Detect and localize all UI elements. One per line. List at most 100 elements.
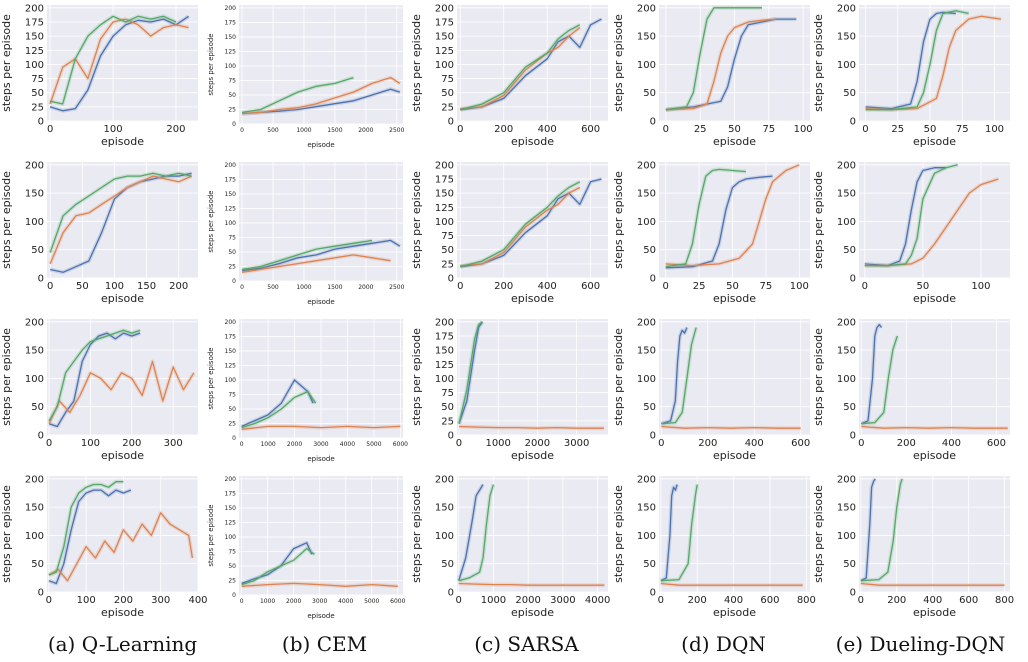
y-tick-label: 75 (228, 548, 236, 555)
x-tick-label: 1500 (327, 284, 342, 291)
chart-svg: 0 50 100 150 200 0 200 400 600 episode steps per e… (812, 317, 1010, 462)
y-tick-label: 50 (843, 559, 856, 570)
x-axis-label: episode (101, 449, 144, 462)
y-tick-label: 150 (837, 503, 856, 514)
y-tick-label: 50 (843, 88, 856, 99)
x-tick-label: 200 (122, 438, 141, 449)
x-tick-label: 400 (745, 438, 764, 449)
y-tick-label: 0 (38, 117, 44, 128)
y-tick-label: 150 (637, 189, 656, 200)
y-tick-label: 200 (837, 160, 856, 171)
x-tick-label: 100 (77, 595, 96, 606)
chart-panel-r3-c1: 0 50 100 150 200 0 100 200 300 episode steps per e… (0, 314, 205, 469)
x-tick-label: 400 (724, 595, 743, 606)
series-green-line (661, 327, 697, 425)
series-orange-line (661, 425, 801, 429)
y-tick-label: 75 (441, 388, 454, 399)
y-tick-label: 100 (25, 531, 44, 542)
series-green-line (865, 10, 969, 111)
y-tick-label: 175 (25, 17, 44, 28)
x-tick-label: 0 (47, 124, 53, 135)
x-tick-label: 25 (694, 124, 707, 135)
y-tick-label: 150 (225, 191, 237, 198)
y-tick-label: 200 (435, 3, 454, 14)
y-tick-label: 150 (837, 346, 856, 357)
y-tick-label: 125 (435, 203, 454, 214)
y-tick-label: 150 (837, 32, 856, 43)
caption-q-learning: (a) Q-Learning (47, 632, 198, 656)
x-tick-label: 200 (688, 595, 707, 606)
chart-svg: 0 50 100 150 200 0 25 50 75 100 episode steps per e… (612, 3, 813, 148)
y-axis-label: steps per episode (612, 171, 625, 269)
x-tick-label: 1500 (327, 127, 342, 134)
x-axis-label: episode (713, 292, 756, 305)
y-axis-label: steps per episode (0, 171, 13, 269)
plot-background (659, 162, 810, 278)
x-tick-label: 50 (917, 281, 930, 292)
y-tick-label: 50 (643, 559, 656, 570)
y-tick-label: 25 (441, 259, 454, 270)
x-tick-label: 6000 (393, 441, 408, 448)
y-tick-label: 0 (850, 431, 856, 442)
y-tick-label: 50 (843, 402, 856, 413)
plot-background (239, 5, 403, 124)
x-tick-label: 0 (662, 281, 668, 292)
series-blue-line (458, 484, 484, 581)
x-tick-label: 0 (240, 598, 244, 605)
x-tick-label: 500 (267, 284, 279, 291)
x-axis-label: episode (101, 606, 144, 619)
y-axis-label: steps per episode (812, 328, 825, 426)
x-tick-label: 300 (164, 438, 183, 449)
series-orange-line (865, 15, 1002, 111)
series-orange-line (241, 425, 401, 430)
x-axis-label: episode (511, 606, 554, 619)
x-tick-label: 3000 (313, 441, 328, 448)
series-green-line (241, 76, 354, 114)
x-tick-label: 0 (240, 127, 244, 134)
y-tick-label: 200 (637, 474, 656, 485)
y-tick-label: 0 (232, 435, 236, 442)
series-orange-line (665, 164, 800, 267)
y-tick-label: 0 (650, 117, 656, 128)
x-tick-label: 0 (457, 281, 463, 292)
y-axis-label: steps per episode (812, 14, 825, 112)
y-tick-label: 100 (225, 534, 237, 541)
x-tick-label: 600 (959, 595, 978, 606)
series-blue-line (861, 324, 883, 425)
x-tick-label: 400 (942, 438, 961, 449)
x-tick-label: 2500 (389, 127, 404, 134)
x-tick-label: 75 (762, 124, 775, 135)
y-tick-label: 100 (225, 220, 237, 227)
y-tick-label: 100 (25, 217, 44, 228)
y-tick-label: 50 (441, 559, 454, 570)
y-tick-label: 150 (637, 503, 656, 514)
y-tick-label: 100 (25, 374, 44, 385)
x-tick-label: 800 (797, 595, 816, 606)
y-tick-label: 200 (225, 5, 237, 12)
y-tick-label: 200 (435, 160, 454, 171)
y-tick-label: 0 (448, 117, 454, 128)
x-tick-label: 0 (456, 595, 462, 606)
x-tick-label: 600 (760, 595, 779, 606)
x-tick-label: 0 (862, 124, 868, 135)
series-orange-line (460, 27, 581, 110)
y-tick-label: 150 (637, 346, 656, 357)
y-tick-label: 50 (228, 563, 236, 570)
y-tick-label: 200 (25, 3, 44, 14)
plot-background (859, 162, 1010, 278)
x-tick-label: 3000 (312, 598, 327, 605)
y-tick-label: 0 (232, 121, 236, 128)
y-axis-label: steps per episode (207, 33, 215, 95)
y-tick-label: 50 (228, 92, 236, 99)
series-blue-line (860, 478, 876, 582)
series-blue-line (865, 11, 956, 110)
series-orange-line (241, 254, 391, 273)
x-tick-label: 75 (956, 124, 969, 135)
y-axis-label: steps per episode (207, 347, 215, 409)
y-tick-label: 200 (837, 474, 856, 485)
x-tick-label: 3000 (564, 438, 589, 449)
y-tick-label: 150 (25, 32, 44, 43)
